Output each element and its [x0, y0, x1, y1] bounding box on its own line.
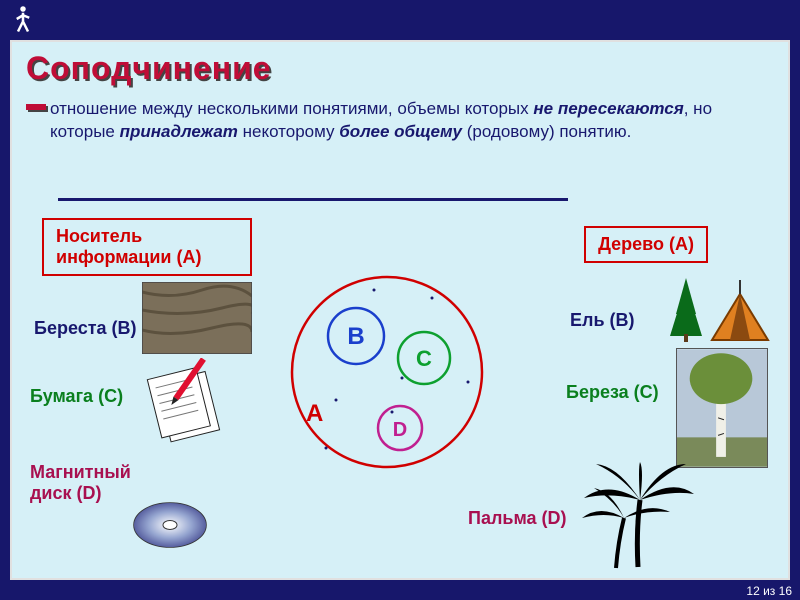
def-emph: не пересекаются	[533, 99, 683, 118]
diagram-svg: B C D	[282, 272, 492, 482]
page-counter: 12 из 16	[746, 584, 792, 598]
divider-line	[58, 198, 568, 201]
def-emph: более общему	[339, 122, 462, 141]
presentation-frame: Соподчинение отношение между несколькими…	[0, 0, 800, 600]
page-current: 12	[746, 584, 759, 598]
slide-title: Соподчинение	[26, 50, 272, 87]
person-walking-icon	[8, 4, 38, 34]
circle-b-label: B	[347, 323, 364, 350]
birch-image	[676, 348, 768, 468]
paper-pen-icon	[132, 358, 232, 448]
spruce-tent-icon	[662, 276, 772, 346]
right-label-d: Пальма (D)	[468, 508, 567, 529]
def-part: некоторому	[238, 122, 339, 141]
disk-icon	[130, 496, 210, 554]
circle-d-label: D	[393, 419, 407, 441]
left-parent-box: Носитель информации (А)	[42, 218, 252, 276]
circle-c-label: C	[416, 346, 432, 371]
page-sep: из	[760, 584, 779, 598]
left-label-b: Береста (В)	[34, 318, 137, 339]
palm-icon	[578, 462, 698, 572]
diagram-label-a: A	[306, 400, 323, 428]
def-part: отношение между несколькими понятиями, о…	[50, 99, 533, 118]
venn-diagram: B C D A	[282, 272, 492, 482]
def-emph: принадлежат	[120, 122, 238, 141]
right-label-c: Береза (С)	[566, 382, 659, 403]
beresta-image	[142, 282, 252, 354]
page-total: 16	[779, 584, 792, 598]
right-parent-box: Дерево (А)	[584, 226, 708, 263]
def-part: (родовому) понятию.	[462, 122, 631, 141]
slide-body: Соподчинение отношение между несколькими…	[10, 40, 790, 580]
definition-text: отношение между несколькими понятиями, о…	[50, 98, 768, 144]
right-label-b: Ель (В)	[570, 310, 635, 331]
left-label-c: Бумага (С)	[30, 386, 123, 407]
title-dash	[26, 104, 46, 110]
